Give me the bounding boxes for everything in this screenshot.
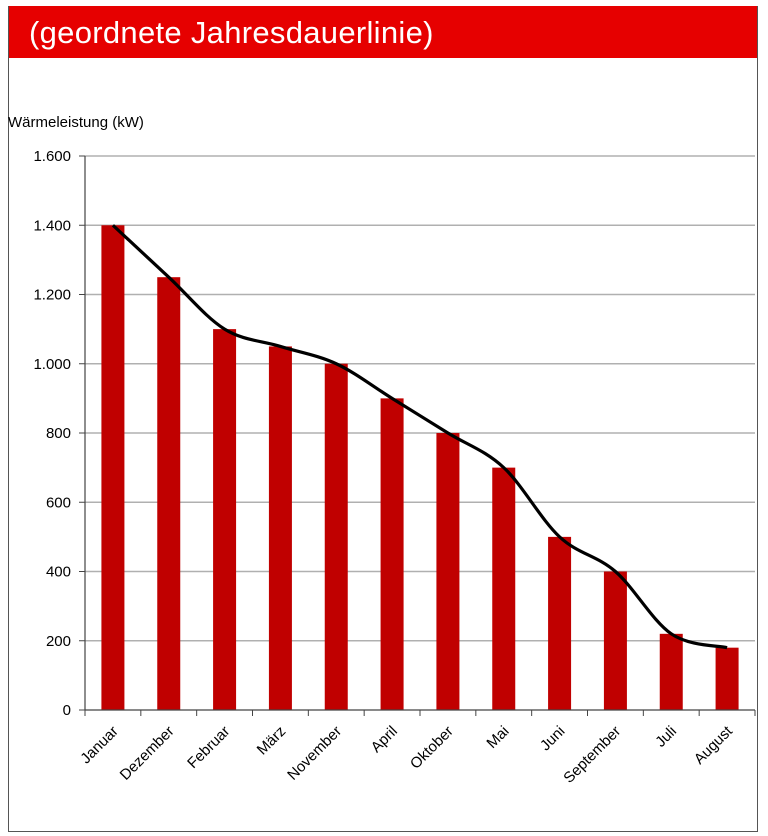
bar bbox=[157, 277, 181, 710]
x-tick-label: Mai bbox=[483, 723, 512, 752]
duration-curve bbox=[111, 224, 728, 650]
bar bbox=[603, 571, 627, 710]
x-tick-label: November bbox=[284, 723, 345, 784]
x-tick-label: Januar bbox=[77, 723, 121, 767]
y-tick-label: 0 bbox=[63, 702, 71, 719]
x-tick-label: Juli bbox=[652, 723, 680, 751]
bars bbox=[101, 225, 739, 710]
curve-line bbox=[111, 224, 728, 650]
bar bbox=[213, 329, 237, 710]
x-tick-label: Oktober bbox=[407, 723, 457, 773]
bar bbox=[324, 363, 348, 710]
y-axis-label: Wärmeleistung (kW) bbox=[8, 114, 144, 131]
chart-title: (geordnete Jahresdauerlinie) bbox=[29, 15, 434, 50]
bar bbox=[101, 225, 125, 710]
bar bbox=[380, 398, 404, 710]
y-tick-label: 1.600 bbox=[33, 148, 71, 165]
y-tick-label: 800 bbox=[46, 425, 71, 442]
x-tick-label: September bbox=[560, 723, 624, 787]
axes bbox=[84, 156, 756, 716]
y-tick-label: 600 bbox=[46, 494, 71, 511]
x-tick-label: Juni bbox=[537, 723, 568, 754]
gridlines bbox=[79, 155, 755, 711]
x-tick-label: August bbox=[691, 722, 737, 768]
y-tick-label: 200 bbox=[46, 633, 71, 650]
x-tick-label: Februar bbox=[184, 723, 233, 772]
bar bbox=[715, 647, 739, 710]
x-tick-label: Dezember bbox=[117, 723, 178, 784]
y-tick-label: 1.400 bbox=[33, 217, 71, 234]
y-tick-label: 1.200 bbox=[33, 287, 71, 304]
y-tick-label: 1.000 bbox=[33, 356, 71, 373]
x-tick-label: März bbox=[254, 723, 290, 759]
x-tick-label: April bbox=[368, 723, 401, 756]
bar bbox=[268, 346, 292, 710]
y-tick-labels: 0 200 400 600 800 1.000 1.200 1.400 1.600 bbox=[33, 148, 71, 719]
title-bar: (geordnete Jahresdauerlinie) bbox=[9, 6, 757, 58]
y-tick-label: 400 bbox=[46, 564, 71, 581]
bar bbox=[436, 433, 460, 710]
bar bbox=[659, 633, 683, 710]
bar bbox=[548, 536, 572, 710]
bar bbox=[492, 467, 516, 710]
